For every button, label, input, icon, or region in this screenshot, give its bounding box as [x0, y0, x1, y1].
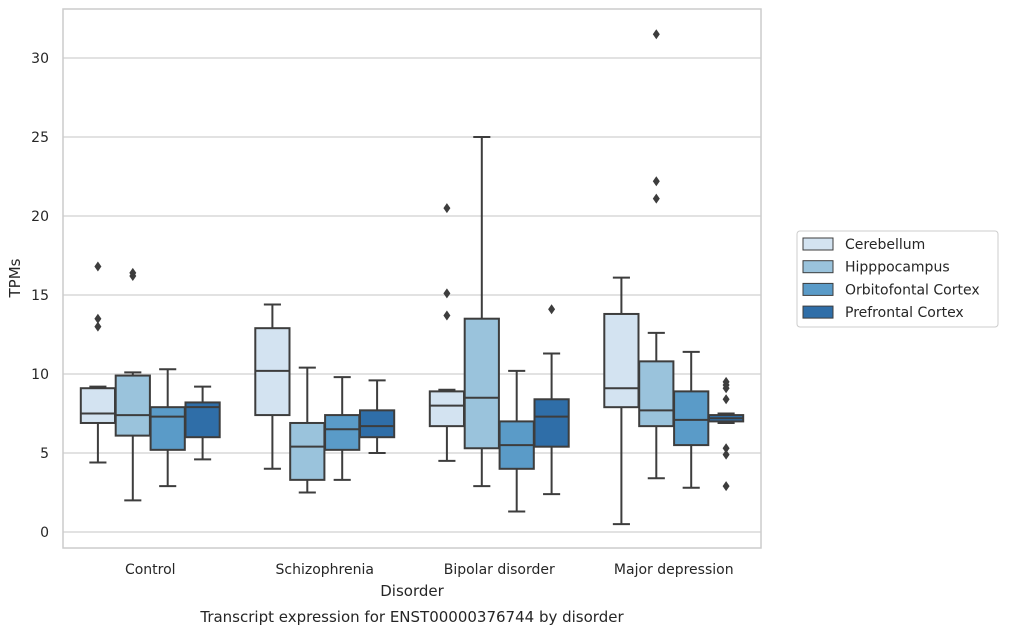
outlier-point: [548, 304, 556, 315]
y-axis-title: TPMs: [6, 258, 24, 298]
y-tick-label: 10: [31, 367, 49, 383]
x-tick-label: Schizophrenia: [276, 562, 374, 578]
outlier-point: [722, 449, 730, 460]
legend-label: Prefrontal Cortex: [845, 305, 964, 321]
x-tick-label: Major depression: [614, 562, 734, 578]
y-tick-label: 15: [31, 288, 49, 304]
legend-label: Cerebellum: [845, 237, 925, 253]
box: [254, 303, 291, 470]
outlier-point: [94, 313, 102, 324]
series-group: [184, 304, 745, 496]
x-tick-labels: Control Schizophrenia Bipolar disorder Majo…: [125, 562, 734, 578]
outlier-point: [443, 203, 451, 214]
box: [149, 368, 186, 488]
box-body: [324, 414, 361, 451]
legend-frame: [796, 230, 999, 328]
outlier-point: [443, 310, 451, 321]
box-body: [114, 374, 151, 437]
y-tick-labels: 0 5 10 15 20 25 30: [31, 51, 49, 541]
outlier-point: [94, 321, 102, 332]
series-group: [114, 29, 675, 502]
legend-swatch: [802, 237, 834, 251]
box: [289, 366, 326, 494]
box: [358, 379, 396, 454]
box: [184, 385, 221, 461]
legend-swatch: [802, 260, 834, 274]
legend-label: Orbitofontal Cortex: [845, 282, 980, 298]
x-tick-label: Control: [125, 562, 176, 578]
box: [463, 136, 500, 488]
chart-caption: Transcript expression for ENST0000037674…: [199, 608, 624, 626]
outlier-point: [722, 481, 730, 492]
box: [533, 304, 570, 496]
box-series: [79, 29, 745, 526]
outlier-point: [443, 288, 451, 299]
box-body: [289, 421, 326, 481]
outlier-point: [129, 267, 137, 278]
box-body: [79, 387, 117, 424]
legend-label: Hipppocampus: [845, 260, 950, 276]
outlier-point: [652, 29, 660, 40]
box-body: [533, 398, 570, 448]
box: [603, 276, 640, 526]
y-tick-label: 30: [31, 51, 49, 67]
outlier-point: [722, 394, 730, 405]
outlier-point: [652, 193, 660, 204]
y-tick-label: 5: [40, 446, 49, 462]
y-gridlines: [63, 57, 761, 533]
box-body: [603, 312, 640, 409]
outlier-point: [652, 176, 660, 187]
y-tick-label: 25: [31, 130, 49, 146]
y-tick-label: 0: [40, 525, 49, 541]
box: [114, 267, 151, 502]
legend-swatch: [802, 305, 834, 319]
series-group: [79, 203, 640, 526]
box-body: [673, 390, 710, 447]
box-body: [638, 360, 675, 428]
box-body: [428, 390, 466, 428]
y-tick-label: 20: [31, 209, 49, 225]
x-axis-title: Disorder: [380, 582, 444, 600]
plot-frame: [62, 8, 762, 549]
box-body: [463, 317, 500, 450]
box-body: [358, 409, 396, 439]
box: [324, 376, 361, 481]
outlier-point: [94, 261, 102, 272]
x-tick-label: Bipolar disorder: [444, 562, 555, 578]
box-body: [184, 401, 221, 439]
box-body: [149, 406, 186, 451]
legend-swatch: [802, 282, 834, 296]
plot-background: [63, 9, 761, 548]
outlier-point: [722, 443, 730, 454]
outlier-point: [722, 376, 730, 387]
box: [707, 376, 745, 492]
legend: Cerebellum Hipppocampus Orbitofontal Corte…: [796, 230, 999, 328]
